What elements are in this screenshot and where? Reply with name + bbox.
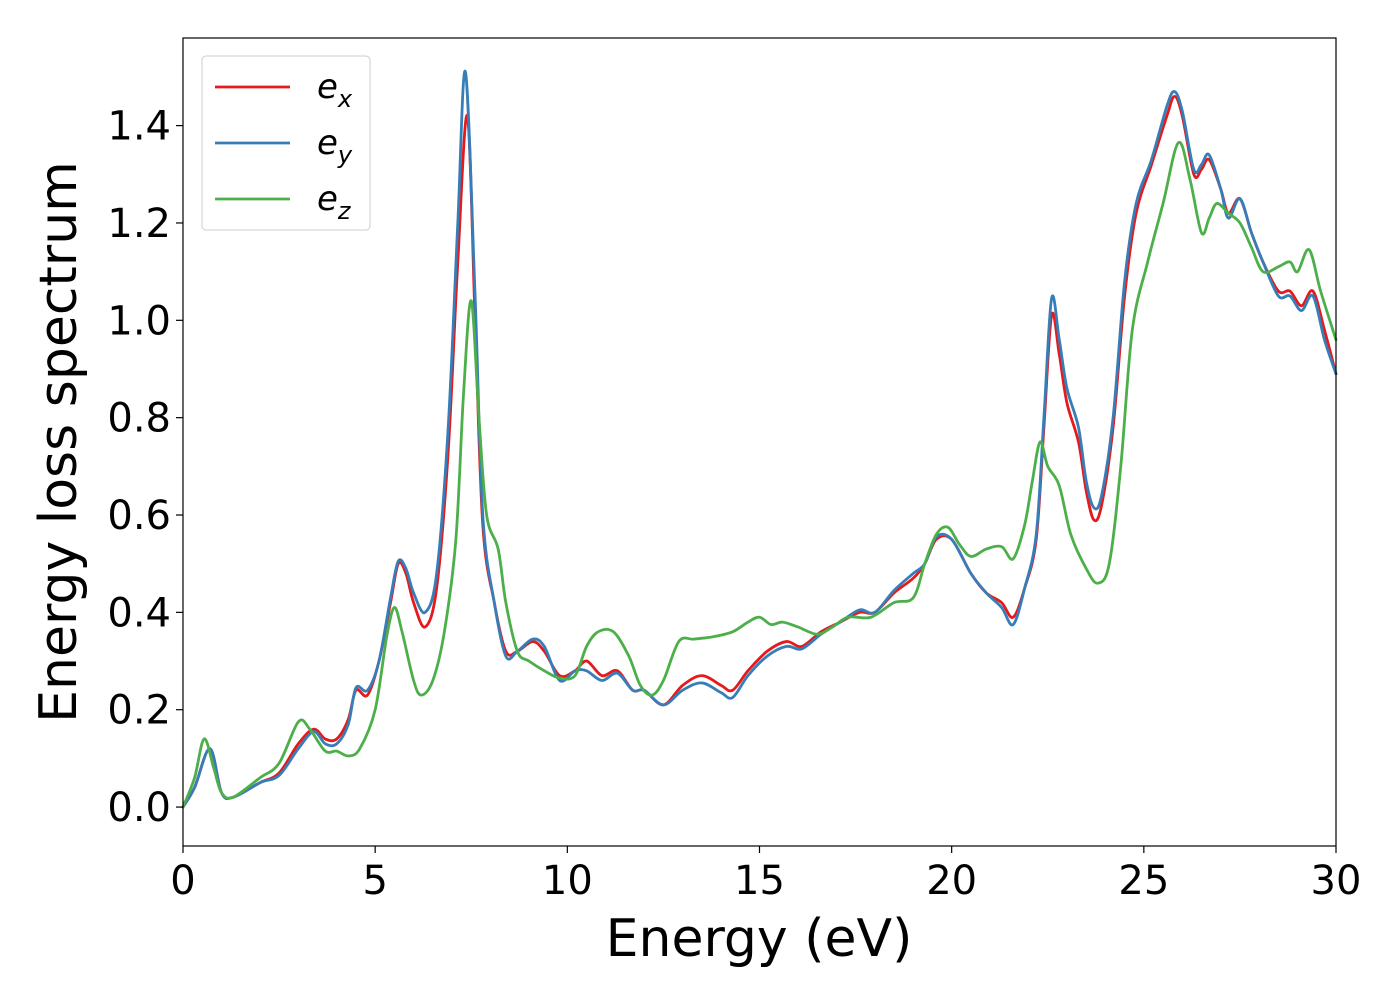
legend: ex ey ez (201, 55, 371, 231)
x-tick-label: 10 (542, 858, 593, 904)
y-tick-label: 0.2 (107, 688, 171, 734)
x-tick-label: 5 (362, 858, 387, 904)
y-tick-label: 1.0 (107, 298, 171, 344)
y-tick-label: 0.6 (107, 493, 171, 539)
legend-label-e_z: ez (317, 179, 352, 225)
x-tick-label: 30 (1311, 858, 1362, 904)
x-tick-label: 20 (926, 858, 977, 904)
x-axis-ticks: 0 5 10 15 20 25 30 (170, 846, 1361, 904)
x-tick-label: 25 (1118, 858, 1169, 904)
y-tick-label: 1.2 (107, 201, 171, 247)
y-tick-label: 0.0 (107, 785, 171, 831)
y-tick-label: 1.4 (107, 104, 171, 150)
y-axis-label: Energy loss spectrum (29, 161, 89, 723)
y-tick-label: 0.8 (107, 396, 171, 442)
legend-label-e_x: ex (317, 67, 353, 113)
y-axis-ticks: 0.0 0.2 0.4 0.6 0.8 1.0 1.2 1.4 (107, 104, 183, 831)
x-tick-label: 0 (170, 858, 195, 904)
y-tick-label: 0.4 (107, 590, 171, 636)
legend-items: ex ey ez (215, 67, 353, 225)
x-axis-label: Energy (eV) (606, 909, 913, 969)
series-layer (181, 69, 1338, 809)
legend-label-e_y: ey (317, 123, 353, 169)
x-tick-label: 15 (734, 858, 785, 904)
series-line-e_y (181, 69, 1338, 809)
series-line-e_z (181, 141, 1338, 809)
